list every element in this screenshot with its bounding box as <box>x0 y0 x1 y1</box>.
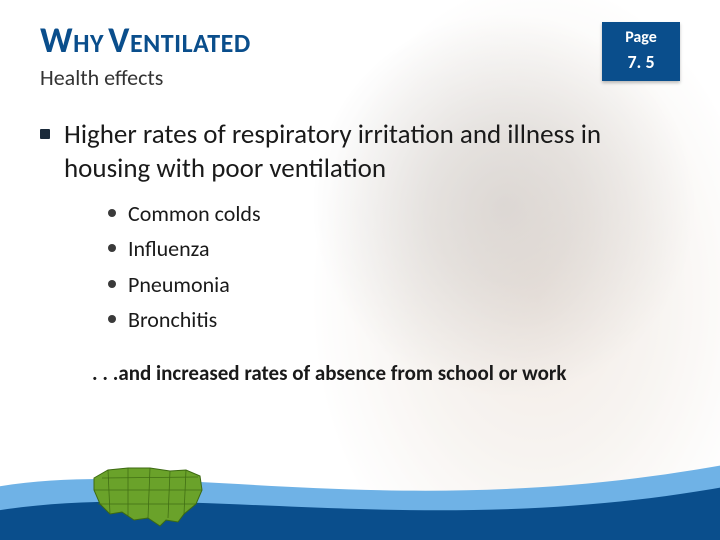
secondary-bullet-text: Pneumonia <box>128 271 230 298</box>
slide-title: WHY VENTILATED <box>40 22 251 58</box>
secondary-bullet: Pneumonia <box>108 271 680 299</box>
slide-subtitle: Health effects <box>40 64 251 91</box>
secondary-bullet-text: Bronchitis <box>128 306 217 333</box>
secondary-bullet: Influenza <box>108 235 680 263</box>
page-badge: Page 7. 5 <box>602 22 680 81</box>
primary-bullet: Higher rates of respiratory irritation a… <box>40 118 680 386</box>
title-word1-initial: W <box>40 18 73 62</box>
secondary-bullet: Common colds <box>108 200 680 228</box>
secondary-list: Common colds Influenza Pneumonia Bronchi… <box>108 200 680 334</box>
header: WHY VENTILATED Health effects Page 7. 5 <box>40 22 680 91</box>
secondary-bullet-text: Common colds <box>128 200 261 227</box>
secondary-bullet-text: Influenza <box>128 235 210 262</box>
page-label: Page <box>618 28 664 47</box>
content: Higher rates of respiratory irritation a… <box>40 118 680 400</box>
title-block: WHY VENTILATED Health effects <box>40 22 251 91</box>
title-word2-initial: V <box>108 18 130 62</box>
primary-bullet-text: Higher rates of respiratory irritation a… <box>64 118 601 185</box>
slide: WHY VENTILATED Health effects Page 7. 5 … <box>0 0 720 540</box>
closing-text: . . .and increased rates of absence from… <box>92 360 680 386</box>
title-word1-rest: HY <box>73 27 104 59</box>
secondary-bullet: Bronchitis <box>108 306 680 334</box>
us-map-icon <box>88 460 208 530</box>
page-number: 7. 5 <box>618 51 664 73</box>
primary-list: Higher rates of respiratory irritation a… <box>40 118 680 386</box>
title-word2-rest: ENTILATED <box>130 27 251 59</box>
